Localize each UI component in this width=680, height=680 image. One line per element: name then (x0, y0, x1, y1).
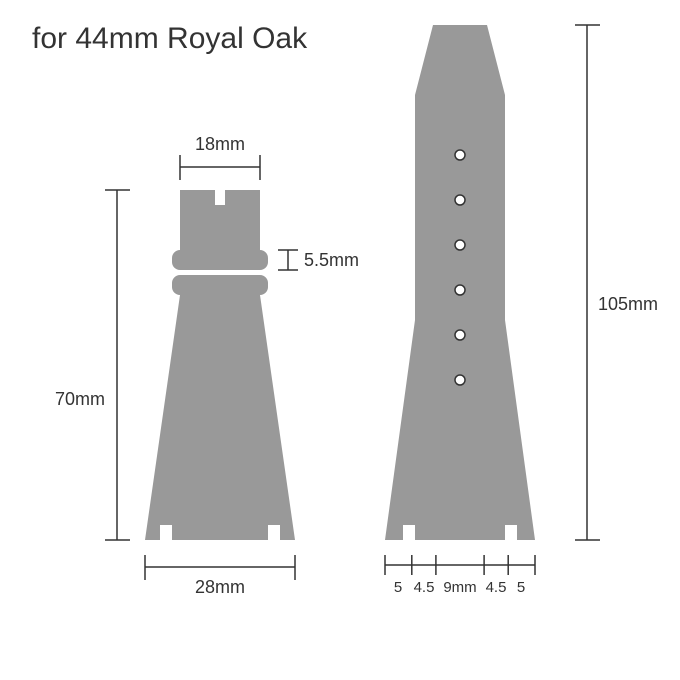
label-sec-1: 4.5 (414, 579, 435, 596)
label-right-height: 105mm (598, 294, 658, 314)
label-left-top-width: 18mm (195, 134, 245, 154)
left-strap-body (145, 295, 295, 540)
label-left-keeper: 5.5mm (304, 250, 359, 270)
label-sec-4: 5 (517, 579, 525, 596)
dim-left-bottom-width: 28mm (145, 555, 295, 597)
strap-hole (455, 150, 465, 160)
label-left-bottom-width: 28mm (195, 577, 245, 597)
dim-left-height: 70mm (55, 190, 130, 540)
left-strap (145, 190, 295, 540)
label-sec-0: 5 (394, 579, 402, 596)
dim-left-top-width: 18mm (180, 134, 260, 180)
left-strap-top (180, 190, 260, 250)
right-strap-body (385, 25, 535, 540)
label-sec-2: 9mm (443, 579, 476, 596)
strap-hole (455, 375, 465, 385)
diagram-title: for 44mm Royal Oak (32, 22, 307, 56)
left-strap-keeper-2 (172, 275, 268, 295)
strap-hole (455, 195, 465, 205)
label-left-height: 70mm (55, 389, 105, 409)
label-sec-3: 4.5 (486, 579, 507, 596)
dim-left-keeper: 5.5mm (278, 250, 359, 270)
dim-right-height: 105mm (575, 25, 658, 540)
right-strap (385, 25, 535, 540)
left-strap-keeper-1 (172, 250, 268, 270)
strap-hole (455, 330, 465, 340)
diagram-svg: 18mm 70mm 28mm 5.5mm 105mm (0, 0, 680, 680)
strap-hole (455, 285, 465, 295)
strap-hole (455, 240, 465, 250)
dim-right-bottom-sections: 5 4.5 9mm 4.5 5 (385, 555, 535, 596)
